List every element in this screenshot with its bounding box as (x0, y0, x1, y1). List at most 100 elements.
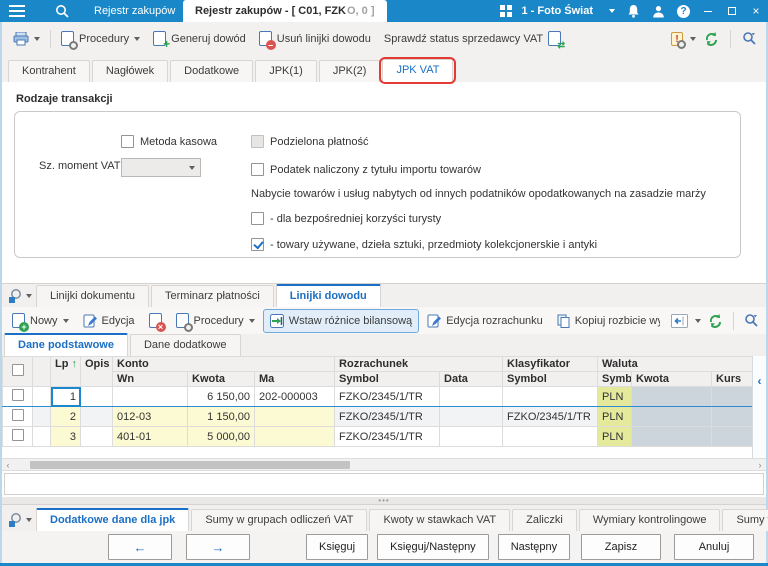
cell-wal-kwota[interactable] (631, 386, 713, 407)
tab-linijki-dowodu[interactable]: Linijki dowodu (275, 284, 381, 307)
edycja-button[interactable]: Edycja (77, 310, 141, 332)
refresh-button[interactable] (700, 27, 723, 50)
cell-klas-symbol[interactable] (502, 426, 599, 447)
hamburger-menu-icon[interactable] (0, 0, 34, 22)
apps-grid-icon[interactable] (496, 0, 516, 22)
previous-record-button[interactable]: ← (108, 534, 172, 560)
column-group-rozrachunek[interactable]: Rozrachunek (334, 356, 504, 372)
nastepny-button[interactable]: Następny (497, 534, 571, 560)
cell-wal-kwota[interactable] (631, 406, 713, 427)
zapisz-button[interactable]: Zapisz (581, 534, 661, 560)
cell-opis[interactable] (80, 386, 113, 407)
row-checkbox[interactable] (2, 426, 33, 447)
tab-kontrahent[interactable]: Kontrahent (8, 60, 90, 82)
cell-ma[interactable] (253, 426, 336, 447)
generuj-dowod-button[interactable]: + Generuj dowód (147, 27, 252, 50)
podzielona-platnosc-checkbox[interactable] (251, 135, 264, 148)
tab-zaliczki[interactable]: Zaliczki (512, 509, 577, 531)
cell-wal-symbol[interactable]: PLN (597, 386, 633, 407)
cell-ma[interactable] (253, 406, 336, 427)
select-all-header[interactable] (2, 356, 33, 387)
korzysc-turysty-checkbox[interactable] (251, 212, 264, 225)
cell-kwota[interactable]: 5 000,00 (187, 426, 255, 447)
validator-chevron-down-icon[interactable] (690, 36, 696, 41)
cell-kwota[interactable]: 6 150,00 (187, 386, 255, 407)
anuluj-button[interactable]: Anuluj (674, 534, 754, 560)
validator-button[interactable]: ! (668, 28, 686, 50)
bottom-organizer-button[interactable] (6, 512, 36, 531)
cell-roz-symbol[interactable]: FZKO/2345/1/TR (334, 406, 441, 427)
table-row[interactable]: 2 012-03 1 150,00 FZKO/2345/1/TR FZKO/23… (2, 406, 754, 427)
nowy-button[interactable]: + Nowy (6, 309, 75, 332)
scrollbar-thumb[interactable] (30, 461, 350, 469)
splitter-handle[interactable]: ••• (2, 497, 766, 505)
cell-wal-symbol[interactable]: PLN (597, 426, 633, 447)
column-header-roz-symbol[interactable]: Symbol (334, 371, 441, 387)
scroll-left-arrow[interactable]: ‹ (6, 460, 10, 470)
cell-data[interactable] (439, 386, 504, 407)
table-row[interactable]: 3 401-01 5 000,00 FZKO/2345/1/TR PLN (2, 426, 754, 447)
tab-sumy-walutowe[interactable]: Sumy walutowe (722, 509, 768, 531)
tab-dodatkowe-dane-jpk[interactable]: Dodatkowe dane dla jpk (36, 508, 190, 531)
tab-jpk2[interactable]: JPK(2) (318, 60, 381, 82)
notifications-bell-icon[interactable] (621, 0, 646, 22)
tab-wymiary-kontrolingowe[interactable]: Wymiary kontrolingowe (578, 509, 721, 531)
column-header-klas-symbol[interactable]: Symbol (502, 371, 599, 387)
lines-search-button[interactable] (741, 310, 762, 331)
cell-kurs[interactable] (711, 426, 754, 447)
cell-lp[interactable]: 3 (50, 426, 81, 447)
row-checkbox[interactable] (2, 386, 33, 407)
procedury-button[interactable]: Procedury (55, 27, 146, 50)
maximize-button[interactable] (720, 0, 744, 22)
column-header-kurs[interactable]: Kurs (711, 371, 754, 387)
towary-uzywane-checkbox[interactable] (251, 238, 264, 251)
podatek-import-checkbox[interactable] (251, 163, 264, 176)
column-header-wal-kwota[interactable]: Kwota (631, 371, 713, 387)
grid-organizer-button[interactable] (6, 288, 36, 307)
scroll-right-arrow[interactable]: › (758, 460, 762, 470)
column-header-ma[interactable]: Ma (253, 371, 336, 387)
table-row[interactable]: 1 6 150,00 202-000003 FZKO/2345/1/TR PLN (2, 386, 754, 407)
usun-linijki-button[interactable]: – Usuń linijki dowodu (253, 27, 377, 50)
metoda-kasowa-checkbox[interactable] (121, 135, 134, 148)
cell-wal-kwota[interactable] (631, 426, 713, 447)
column-group-konto[interactable]: Konto (111, 356, 336, 372)
print-button[interactable] (7, 28, 46, 50)
cell-klas-symbol[interactable]: FZKO/2345/1/TR (502, 406, 599, 427)
column-header-wal-symbol[interactable]: Symbol (597, 371, 633, 387)
user-icon[interactable] (646, 0, 671, 22)
cell-kwota[interactable]: 1 150,00 (187, 406, 255, 427)
layout-chevron-down-icon[interactable] (695, 318, 701, 323)
cell-ma[interactable]: 202-000003 (253, 386, 336, 407)
layout-button[interactable] (668, 311, 691, 331)
cell-kurs[interactable] (711, 406, 754, 427)
cell-opis[interactable] (80, 426, 113, 447)
cell-wn[interactable]: 401-01 (112, 426, 188, 447)
tab-linijki-dokumentu[interactable]: Linijki dokumentu (36, 285, 149, 307)
usun-button[interactable]: × (143, 309, 168, 332)
tab-naglowek[interactable]: Nagłówek (91, 60, 169, 82)
close-button[interactable]: × (752, 4, 760, 18)
help-icon[interactable]: ? (671, 0, 696, 22)
tab-sumy-grupy-odliczen[interactable]: Sumy w grupach odliczeń VAT (191, 509, 368, 531)
row-checkbox[interactable] (2, 406, 33, 427)
ksieguj-nastepny-button[interactable]: Księguj/Następny (377, 534, 489, 560)
cell-opis[interactable] (80, 406, 113, 427)
cell-lp[interactable]: 2 (50, 406, 81, 427)
column-group-klasyfikator[interactable]: Klasyfikator (502, 356, 599, 372)
cell-lp[interactable]: 1 (50, 386, 81, 407)
column-header-lp[interactable]: Lp ↑ (50, 356, 81, 387)
sz-moment-vat-select[interactable] (121, 158, 201, 177)
kopiuj-rozbicie-button[interactable]: Kopiuj rozbicie wymiarów kontroling (551, 310, 666, 332)
cell-roz-symbol[interactable]: FZKO/2345/1/TR (334, 386, 441, 407)
column-header-opis[interactable]: Opis (80, 356, 113, 387)
tab-dane-podstawowe[interactable]: Dane podstawowe (4, 333, 128, 356)
search-icon[interactable] (46, 0, 78, 22)
edycja-rozrachunku-button[interactable]: Edycja rozrachunku (421, 310, 549, 332)
tab-terminarz-platnosci[interactable]: Terminarz płatności (151, 285, 274, 307)
wstaw-roznice-button[interactable]: Wstaw różnice bilansową (262, 308, 420, 333)
cell-data[interactable] (439, 426, 504, 447)
sprawdz-status-vat-button[interactable]: Sprawdź status sprzedawcy VAT ⇄ (378, 27, 567, 50)
cell-kurs[interactable] (711, 386, 754, 407)
lines-procedury-button[interactable]: Procedury (170, 309, 261, 332)
